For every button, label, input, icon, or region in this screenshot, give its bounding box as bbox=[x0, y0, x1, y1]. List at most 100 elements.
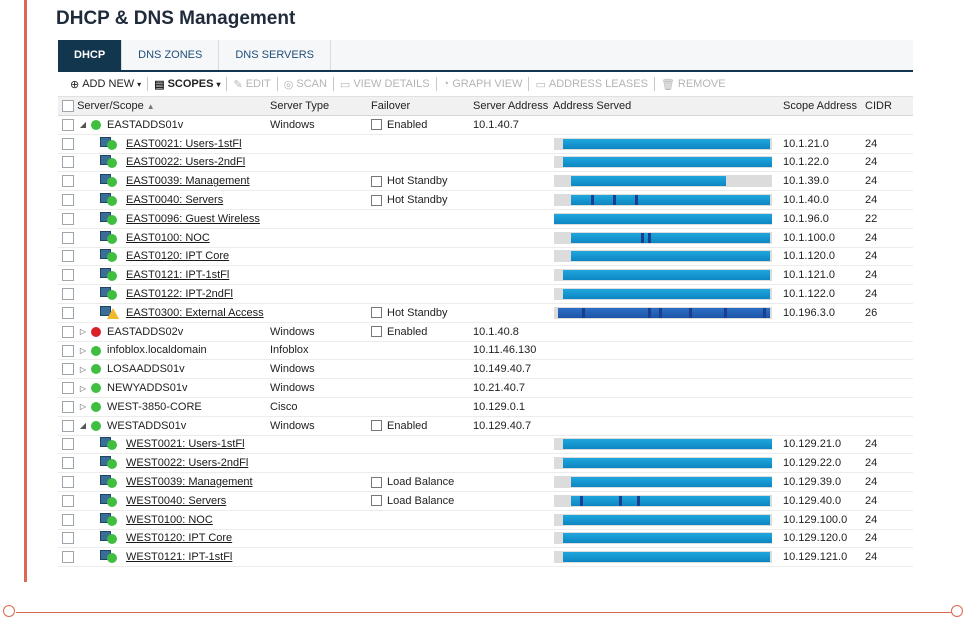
server-name[interactable]: infoblox.localdomain bbox=[107, 344, 207, 357]
scope-link[interactable]: EAST0040: Servers bbox=[126, 193, 224, 206]
server-name[interactable]: NEWYADDS01v bbox=[107, 382, 188, 394]
scope-link[interactable]: WEST0039: Management bbox=[126, 475, 253, 488]
row-checkbox[interactable] bbox=[62, 476, 74, 489]
scope-row[interactable]: EAST0021: Users-1stFl 10.1.21.0 24 bbox=[58, 134, 913, 154]
scope-link[interactable]: WEST0021: Users-1stFl bbox=[126, 438, 245, 451]
server-row[interactable]: ▷ EASTADDS02v Windows Enabled 10.1.40.8 bbox=[58, 322, 913, 342]
header-address-served[interactable]: Address Served bbox=[553, 97, 783, 116]
scopes-button[interactable]: ▤ SCOPES ▾ bbox=[154, 78, 221, 91]
row-checkbox[interactable] bbox=[62, 532, 74, 545]
row-checkbox[interactable] bbox=[62, 551, 74, 564]
server-name[interactable]: LOSAADDS01v bbox=[107, 363, 185, 376]
scope-row[interactable]: WEST0100: NOC 10.129.100.0 24 bbox=[58, 510, 913, 530]
row-checkbox[interactable] bbox=[62, 288, 74, 301]
row-checkbox[interactable] bbox=[62, 194, 74, 207]
scope-row[interactable]: WEST0022: Users-2ndFl 10.129.22.0 24 bbox=[58, 453, 913, 474]
remove-button[interactable]: 🗑 REMOVE bbox=[660, 78, 726, 91]
scope-link[interactable]: EAST0122: IPT-2ndFl bbox=[126, 287, 233, 300]
scope-link[interactable]: EAST0021: Users-1stFl bbox=[126, 137, 242, 150]
scope-row[interactable]: EAST0122: IPT-2ndFl 10.1.122.0 24 bbox=[58, 284, 913, 304]
scope-row[interactable]: WEST0021: Users-1stFl 10.129.21.0 24 bbox=[58, 435, 913, 455]
tab-dhcp[interactable]: DHCP bbox=[58, 40, 123, 70]
scope-link[interactable]: WEST0120: IPT Core bbox=[126, 532, 233, 545]
row-checkbox[interactable] bbox=[62, 156, 74, 169]
expand-arrow-icon[interactable]: ▷ bbox=[79, 383, 87, 393]
cell-server-address bbox=[473, 153, 553, 173]
row-checkbox[interactable] bbox=[62, 494, 74, 507]
scope-row[interactable]: WEST0120: IPT Core 10.129.120.0 24 bbox=[58, 529, 913, 549]
server-name[interactable]: EASTADDS02v bbox=[107, 325, 184, 338]
row-checkbox[interactable] bbox=[62, 344, 74, 357]
scope-row[interactable]: EAST0096: Guest Wireless 10.1.96.0 22 bbox=[58, 209, 913, 229]
server-name[interactable]: WEST-3850-CORE bbox=[107, 400, 202, 413]
row-checkbox[interactable] bbox=[62, 175, 74, 188]
scan-button[interactable]: ◎ SCAN bbox=[283, 78, 327, 91]
row-checkbox[interactable] bbox=[62, 325, 74, 338]
scope-link[interactable]: EAST0121: IPT-1stFl bbox=[126, 269, 230, 282]
scope-row[interactable]: WEST0040: Servers Load Balance 10.129.40.0… bbox=[58, 491, 913, 511]
scope-link[interactable]: EAST0100: NOC bbox=[126, 231, 210, 244]
scope-link[interactable]: EAST0039: Management bbox=[126, 175, 250, 188]
scope-row[interactable]: EAST0039: Management Hot Standby 10.1.39.0… bbox=[58, 171, 913, 192]
row-checkbox[interactable] bbox=[62, 513, 74, 526]
header-server-type[interactable]: Server Type bbox=[270, 97, 371, 116]
scope-link[interactable]: EAST0022: Users-2ndFl bbox=[126, 156, 246, 169]
scope-row[interactable]: EAST0120: IPT Core 10.1.120.0 24 bbox=[58, 247, 913, 267]
scope-link[interactable]: WEST0040: Servers bbox=[126, 494, 227, 507]
scope-row[interactable]: WEST0039: Management Load Balance 10.129.3… bbox=[58, 472, 913, 492]
server-name[interactable]: WESTADDS01v bbox=[107, 419, 187, 432]
trash-icon: 🗑 bbox=[660, 78, 675, 91]
row-checkbox[interactable] bbox=[62, 419, 74, 432]
collapse-arrow-icon[interactable]: ◢ bbox=[79, 120, 87, 130]
expand-arrow-icon[interactable]: ▷ bbox=[79, 327, 87, 337]
scope-row[interactable]: EAST0121: IPT-1stFl 10.1.121.0 24 bbox=[58, 265, 913, 286]
scope-row[interactable]: WEST0121: IPT-1stFl 10.129.121.0 24 bbox=[58, 547, 913, 568]
scope-link[interactable]: WEST0121: IPT-1stFl bbox=[126, 551, 233, 564]
header-scope-address[interactable]: Scope Address bbox=[783, 97, 865, 116]
server-row[interactable]: ▷ WEST-3850-CORE Cisco 10.129.0.1 bbox=[58, 397, 913, 417]
add-new-button[interactable]: ⊕ ADD NEW ▾ bbox=[70, 78, 142, 91]
row-checkbox[interactable] bbox=[62, 212, 74, 225]
row-checkbox[interactable] bbox=[62, 363, 74, 376]
tab-dns-zones[interactable]: DNS ZONES bbox=[122, 40, 220, 70]
expand-arrow-icon[interactable]: ▷ bbox=[79, 364, 87, 374]
scope-link[interactable]: WEST0022: Users-2ndFl bbox=[126, 457, 249, 470]
scope-link[interactable]: WEST0100: NOC bbox=[126, 513, 213, 526]
row-checkbox[interactable] bbox=[62, 250, 74, 263]
address-leases-button[interactable]: ▭ ADDRESS LEASES bbox=[535, 78, 648, 91]
row-checkbox[interactable] bbox=[62, 306, 74, 319]
expand-arrow-icon[interactable]: ▷ bbox=[79, 402, 87, 412]
row-checkbox[interactable] bbox=[62, 382, 74, 395]
row-checkbox[interactable] bbox=[62, 438, 74, 451]
header-cidr[interactable]: CIDR bbox=[865, 97, 913, 116]
expand-arrow-icon[interactable]: ▷ bbox=[79, 346, 87, 355]
row-checkbox[interactable] bbox=[62, 269, 74, 282]
row-checkbox[interactable] bbox=[62, 118, 74, 131]
server-row[interactable]: ◢ EASTADDS01v Windows Enabled 10.1.40.7 bbox=[58, 115, 913, 135]
server-row[interactable]: ◢ WESTADDS01v Windows Enabled 10.129.40.7 bbox=[58, 416, 913, 436]
graph-view-button[interactable]: ◔ GRAPH VIEW bbox=[442, 78, 523, 90]
row-checkbox[interactable] bbox=[62, 457, 74, 470]
server-row[interactable]: ▷ infoblox.localdomain Infoblox 10.11.46.13… bbox=[58, 341, 913, 361]
row-checkbox[interactable] bbox=[62, 137, 74, 150]
row-checkbox[interactable] bbox=[62, 231, 74, 244]
scope-link[interactable]: EAST0300: External Access bbox=[126, 306, 264, 319]
view-details-button[interactable]: ▭ VIEW DETAILS bbox=[339, 78, 430, 91]
header-server-address[interactable]: Server Address bbox=[473, 97, 553, 116]
scope-row[interactable]: EAST0300: External Access Hot Standby 10.1… bbox=[58, 303, 913, 323]
server-row[interactable]: ▷ LOSAADDS01v Windows 10.149.40.7 bbox=[58, 359, 913, 380]
row-checkbox[interactable] bbox=[62, 400, 74, 413]
scope-row[interactable]: EAST0022: Users-2ndFl 10.1.22.0 24 bbox=[58, 153, 913, 173]
header-server-scope[interactable]: Server/Scope ▲ bbox=[58, 97, 270, 116]
header-failover[interactable]: Failover bbox=[371, 97, 473, 116]
server-name[interactable]: EASTADDS01v bbox=[107, 118, 184, 131]
select-all-checkbox[interactable] bbox=[62, 100, 74, 113]
scope-row[interactable]: EAST0040: Servers Hot Standby 10.1.40.0 24 bbox=[58, 190, 913, 210]
scope-link[interactable]: EAST0120: IPT Core bbox=[126, 250, 230, 263]
tab-dns-servers[interactable]: DNS SERVERS bbox=[219, 40, 332, 70]
collapse-arrow-icon[interactable]: ◢ bbox=[79, 421, 87, 431]
server-row[interactable]: ▷ NEWYADDS01v Windows 10.21.40.7 bbox=[58, 378, 913, 398]
edit-button[interactable]: ✎ EDIT bbox=[233, 78, 271, 91]
scope-link[interactable]: EAST0096: Guest Wireless bbox=[126, 212, 260, 225]
scope-row[interactable]: EAST0100: NOC 10.1.100.0 24 bbox=[58, 228, 913, 248]
